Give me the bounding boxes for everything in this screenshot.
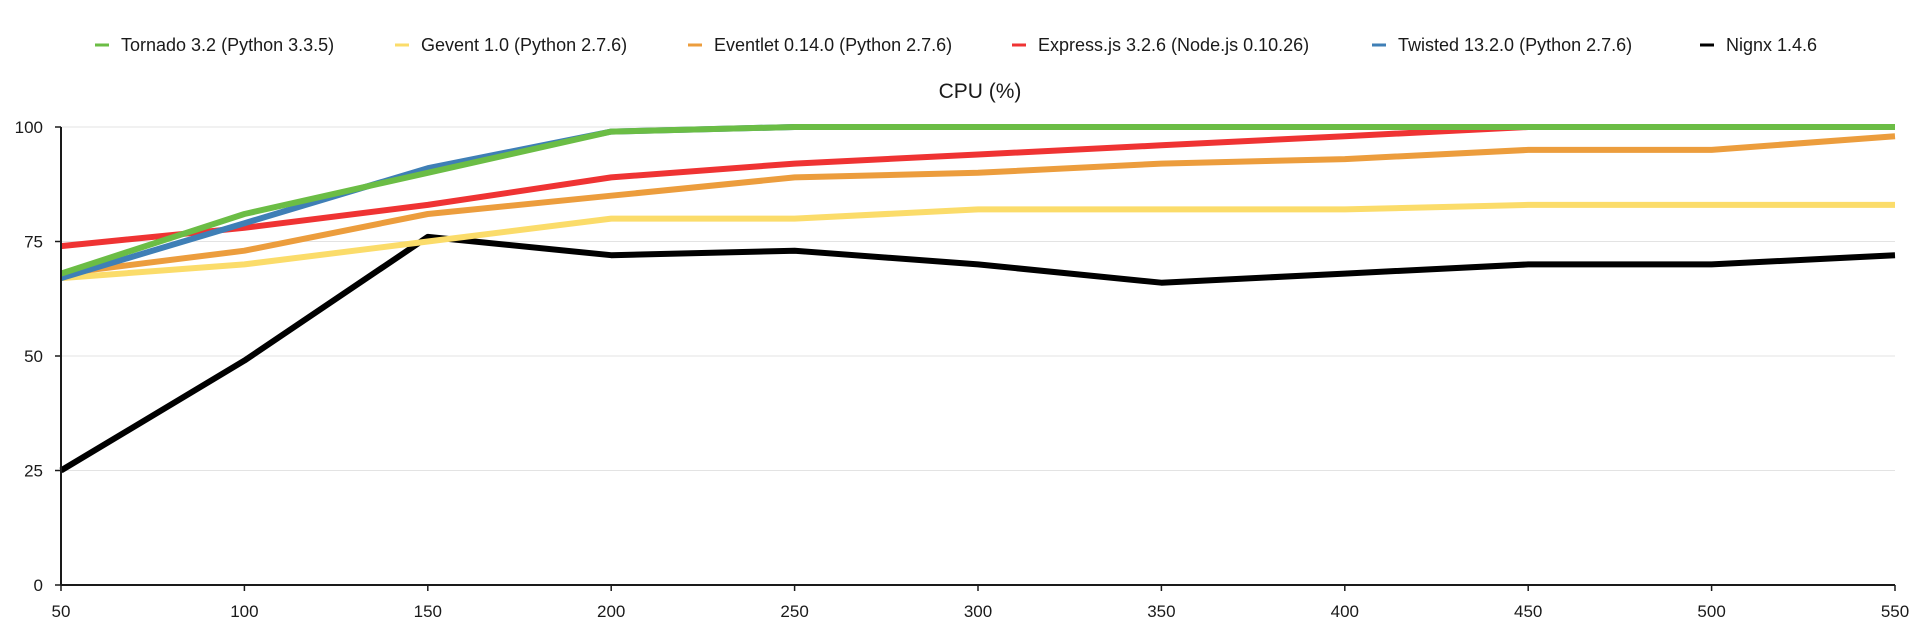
x-tick-label-50: 50 [52, 602, 71, 621]
legend-item-twisted: Twisted 13.2.0 (Python 2.7.6) [1372, 35, 1632, 55]
series-line-eventlet [60, 133, 1896, 277]
x-tick-label-200: 200 [597, 602, 625, 621]
series-line-tornado [60, 124, 1895, 277]
legend: Tornado 3.2 (Python 3.3.5) Gevent 1.0 (Py… [95, 35, 1817, 55]
series-lines [59, 124, 1896, 474]
x-tick-label-300: 300 [964, 602, 992, 621]
legend-item-eventlet: Eventlet 0.14.0 (Python 2.7.6) [688, 35, 952, 55]
x-tick-label-400: 400 [1331, 602, 1359, 621]
x-tick-label-450: 450 [1514, 602, 1542, 621]
legend-label-nignx: Nignx 1.4.6 [1726, 35, 1817, 55]
legend-label-eventlet: Eventlet 0.14.0 (Python 2.7.6) [714, 35, 952, 55]
legend-label-twisted: Twisted 13.2.0 (Python 2.7.6) [1398, 35, 1632, 55]
y-tick-label-75: 75 [24, 233, 43, 252]
series-line-gevent [60, 201, 1895, 282]
legend-item-tornado: Tornado 3.2 (Python 3.3.5) [95, 35, 334, 55]
x-tick-label-250: 250 [780, 602, 808, 621]
legend-item-expressjs: Express.js 3.2.6 (Node.js 0.10.26) [1012, 35, 1309, 55]
y-tick-label-25: 25 [24, 462, 43, 481]
tick-labels: 0 25 50 75 100 50 100 150 200 250 300 350 400 450 500 5… [15, 118, 1910, 621]
x-tick-label-100: 100 [230, 602, 258, 621]
x-tick-label-500: 500 [1697, 602, 1725, 621]
x-tick-label-150: 150 [414, 602, 442, 621]
y-tick-label-0: 0 [34, 576, 43, 595]
legend-item-nignx: Nignx 1.4.6 [1700, 35, 1817, 55]
y-tick-label-50: 50 [24, 347, 43, 366]
axes [55, 126, 1896, 591]
y-tick-label-100: 100 [15, 118, 43, 137]
x-tick-label-350: 350 [1147, 602, 1175, 621]
series-line-expressjs [60, 124, 1895, 250]
legend-item-gevent: Gevent 1.0 (Python 2.7.6) [395, 35, 627, 55]
series-line-nignx [59, 233, 1896, 474]
chart-title: CPU (%) [939, 80, 1022, 103]
x-tick-label-550: 550 [1881, 602, 1909, 621]
legend-label-tornado: Tornado 3.2 (Python 3.3.5) [121, 35, 334, 55]
legend-label-gevent: Gevent 1.0 (Python 2.7.6) [421, 35, 627, 55]
legend-label-expressjs: Express.js 3.2.6 (Node.js 0.10.26) [1038, 35, 1309, 55]
